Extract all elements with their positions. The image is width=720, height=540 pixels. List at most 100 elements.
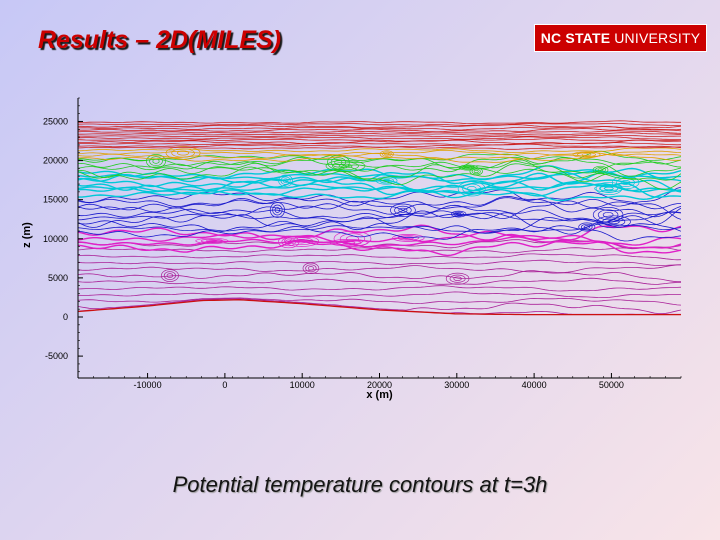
x-tick-label: 0 — [222, 380, 227, 390]
eddy-contour — [329, 239, 368, 247]
eddy-contour — [603, 186, 614, 191]
contour-line — [78, 130, 681, 134]
eddy-contour — [284, 239, 293, 245]
eddy-contour — [195, 237, 229, 244]
contour-line — [78, 132, 681, 136]
contour-line — [78, 153, 681, 163]
y-tick-label: 25000 — [43, 116, 68, 126]
x-tick-label: 10000 — [290, 380, 315, 390]
eddy-contour — [171, 148, 195, 158]
eddy-contour — [381, 151, 392, 157]
contour-line — [78, 165, 681, 182]
eddy-contour — [177, 150, 190, 156]
eddy-contour — [592, 165, 609, 174]
contour-line — [78, 264, 681, 273]
eddy-contour — [577, 152, 596, 157]
eddy-contour — [462, 165, 475, 170]
eddy-contour — [596, 215, 631, 229]
eddy-contour — [281, 237, 296, 247]
eddy-contour — [581, 223, 593, 231]
eddy-contour — [466, 186, 477, 192]
contour-line — [78, 224, 681, 241]
eddy-contour — [269, 202, 285, 218]
x-tick-label: 20000 — [367, 380, 392, 390]
contour-line — [78, 297, 681, 306]
y-tick-label: 0 — [63, 312, 68, 322]
contour-line — [78, 138, 681, 142]
eddy-contour — [160, 269, 179, 282]
contour-line — [78, 236, 681, 249]
contour-lines — [78, 120, 681, 316]
eddy-contour — [272, 204, 283, 216]
contour-line — [78, 183, 681, 199]
eddy-contour — [462, 183, 482, 194]
logo-regular-text: UNIVERSITY — [614, 30, 701, 46]
eddy-contour — [595, 181, 623, 196]
contour-line — [78, 253, 681, 261]
y-tick-label: 20000 — [43, 156, 68, 166]
x-tick-label: 30000 — [444, 380, 469, 390]
contour-line — [78, 215, 681, 234]
eddy-contour — [465, 166, 472, 169]
eddy-contour — [325, 160, 366, 172]
eddy-contour — [597, 209, 619, 221]
contour-line — [78, 120, 681, 125]
eddy-contour — [572, 151, 601, 158]
eddy-contour — [469, 167, 483, 176]
axes: -5000 0 5000 10000 15000 20000 25000 -10000 0 100… — [43, 97, 682, 390]
contour-line — [78, 204, 681, 223]
contour-band-cyan-layer — [78, 165, 681, 202]
contour-line — [78, 122, 681, 127]
contour-line — [78, 139, 681, 145]
eddy-contour — [451, 210, 467, 218]
eddy-contour — [206, 239, 218, 243]
eddy-contour — [163, 271, 176, 280]
eddy-contour — [333, 230, 372, 247]
eddy-contour — [602, 211, 614, 218]
eddy-contour — [166, 273, 174, 278]
eddy-contour — [581, 153, 592, 156]
eddy-contour — [455, 212, 462, 216]
eddy-contour — [165, 146, 201, 160]
contour-line — [78, 239, 681, 257]
contour-line — [78, 207, 681, 235]
eddy-contour — [390, 203, 416, 217]
eddy-contour — [607, 219, 620, 225]
eddy-contour — [283, 235, 320, 247]
contour-band-mid — [78, 186, 681, 242]
eddy-contour — [453, 276, 462, 281]
eddy-contour — [595, 167, 606, 173]
contour-line — [78, 246, 681, 254]
eddy-contour — [200, 238, 224, 243]
eddy-contour — [332, 161, 359, 171]
eddy-contour — [345, 235, 360, 242]
y-tick-label: 5000 — [48, 273, 68, 283]
eddy-contour — [280, 176, 291, 185]
slide-title: Results – 2D(MILES) — [38, 26, 282, 54]
logo-bold-text: NC STATE — [540, 30, 611, 46]
eddy-contour — [583, 225, 590, 229]
contour-line — [78, 191, 681, 210]
terrain-line — [78, 299, 681, 316]
contour-line — [78, 211, 681, 223]
eddy-contour — [604, 186, 614, 191]
eddy-contour — [578, 222, 596, 232]
contour-line — [78, 172, 681, 198]
eddy-contour — [282, 178, 289, 183]
contour-line — [78, 124, 681, 129]
contour-band-upper — [78, 120, 681, 150]
eddy-contour — [278, 235, 300, 249]
eddy-contour — [379, 150, 394, 158]
eddy-contour — [600, 184, 618, 193]
eddy-contour — [473, 169, 479, 174]
x-tick-label: 50000 — [599, 380, 624, 390]
eddy-contour — [394, 205, 412, 215]
x-tick-label: -10000 — [134, 380, 162, 390]
contour-band-yellow-orange — [78, 146, 681, 163]
contour-line — [78, 195, 681, 218]
eddy-contour — [307, 266, 314, 271]
contour-line — [78, 156, 681, 177]
eddy-contour — [597, 168, 604, 172]
contour-line — [78, 163, 681, 190]
